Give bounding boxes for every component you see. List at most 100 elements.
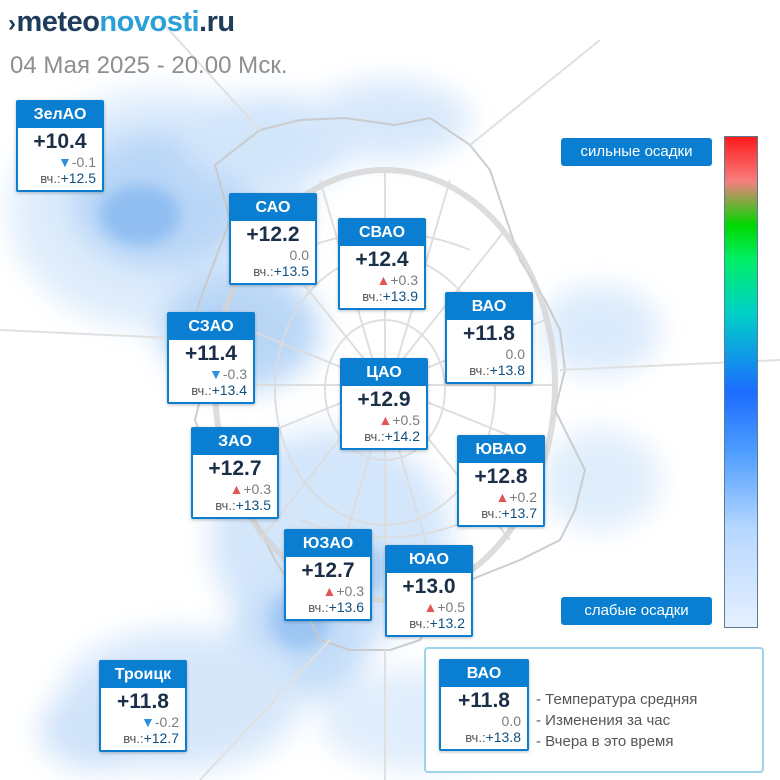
district-name: Троицк	[101, 662, 185, 688]
district-hourly-change: ▲+0.5	[342, 412, 426, 428]
district-name: ВАО	[447, 294, 531, 320]
district-change-value: +0.3	[390, 272, 418, 288]
district-change-value: +0.2	[509, 489, 537, 505]
district-name: ЦАО	[342, 360, 426, 386]
triangle-up-icon: ▲	[378, 412, 393, 428]
legend-item-yesterday: - Вчера в это время	[536, 733, 674, 750]
legend-item-change: - Изменения за час	[536, 712, 671, 729]
district-yesterday-value: +12.7	[143, 730, 179, 746]
district-yesterday-value: +13.9	[382, 288, 418, 304]
district-yesterday-label: вч.:	[191, 383, 212, 398]
district-name: ЮАО	[387, 547, 471, 573]
logo-part-novosti: novosti	[99, 6, 200, 38]
district-card-sao: САО +12.2 0.0 вч.:+13.5	[229, 193, 317, 285]
district-yesterday: вч.:+13.9	[340, 288, 424, 308]
district-change-value: +0.5	[437, 599, 465, 615]
district-change-value: +0.5	[392, 412, 420, 428]
site-logo[interactable]: ›meteonovosti.ru	[8, 6, 235, 39]
district-yesterday: вч.:+12.5	[18, 170, 102, 190]
district-temperature: +11.8	[117, 690, 169, 713]
district-change-value: -0.2	[154, 714, 179, 730]
district-temperature: +12.9	[357, 388, 411, 411]
district-yesterday: вч.:+14.2	[342, 428, 426, 448]
district-name: СЗАО	[169, 314, 253, 340]
district-hourly-change: ▼-0.2	[101, 714, 185, 730]
district-yesterday-label: вч.:	[40, 171, 61, 186]
logo-part-ru: .ru	[199, 6, 235, 38]
district-card-svao: СВАО +12.4 ▲+0.3 вч.:+13.9	[338, 218, 426, 310]
legend-sample-yesterday-label: вч.:	[465, 730, 486, 745]
district-yesterday-label: вч.:	[308, 600, 329, 615]
date-time-subtitle: 04 Мая 2025 - 20.00 Мск.	[10, 52, 288, 79]
district-yesterday: вч.:+13.7	[459, 505, 543, 525]
district-yesterday-value: +13.6	[328, 599, 364, 615]
district-temperature: +11.8	[463, 322, 515, 345]
district-card-zelao: ЗелАО +10.4 ▼-0.1 вч.:+12.5	[16, 100, 104, 192]
district-yesterday-value: +13.2	[429, 615, 465, 631]
district-yesterday: вч.:+13.6	[286, 599, 370, 619]
district-yesterday-label: вч.:	[123, 731, 144, 746]
district-temperature: +12.8	[474, 465, 528, 488]
district-change-value: -0.1	[71, 154, 96, 170]
district-card-vao: ВАО +11.8 0.0 вч.:+13.8	[445, 292, 533, 384]
district-name: ЗелАО	[18, 102, 102, 128]
district-yesterday-label: вч.:	[215, 498, 236, 513]
district-hourly-change: ▼-0.3	[169, 366, 253, 382]
district-hourly-change: ▲+0.3	[286, 583, 370, 599]
scale-top-label: сильные осадки	[561, 138, 712, 166]
district-temperature: +10.4	[33, 130, 87, 153]
precipitation-scale-bar	[724, 136, 758, 628]
district-yesterday-label: вч.:	[364, 429, 385, 444]
triangle-down-icon: ▼	[58, 154, 72, 170]
district-yesterday: вч.:+13.5	[193, 497, 277, 517]
district-yesterday-value: +13.4	[211, 382, 247, 398]
district-yesterday: вч.:+13.4	[169, 382, 253, 402]
triangle-up-icon: ▲	[322, 583, 337, 599]
district-card-yuzao: ЮЗАО +12.7 ▲+0.3 вч.:+13.6	[284, 529, 372, 621]
district-card-yuvao: ЮВАО +12.8 ▲+0.2 вч.:+13.7	[457, 435, 545, 527]
district-temperature: +11.4	[185, 342, 237, 365]
triangle-up-icon: ▲	[423, 599, 438, 615]
district-yesterday: вч.:+13.8	[447, 362, 531, 382]
district-name: ЗАО	[193, 429, 277, 455]
district-yesterday-label: вч.:	[362, 289, 383, 304]
district-card-troitsk: Троицк +11.8 ▼-0.2 вч.:+12.7	[99, 660, 187, 752]
district-name: СВАО	[340, 220, 424, 246]
district-temperature: +12.2	[246, 223, 300, 246]
district-yesterday-value: +12.5	[60, 170, 96, 186]
district-card-zao: ЗАО +12.7 ▲+0.3 вч.:+13.5	[191, 427, 279, 519]
district-yesterday-label: вч.:	[469, 363, 490, 378]
district-hourly-change: ▼-0.1	[18, 154, 102, 170]
district-temperature: +12.7	[208, 457, 262, 480]
district-yesterday-value: +14.2	[384, 428, 420, 444]
triangle-up-icon: ▲	[376, 272, 391, 288]
district-temperature: +13.0	[402, 575, 456, 598]
district-change-value: 0.0	[289, 247, 309, 263]
legend-sample-change: 0.0	[501, 713, 521, 729]
district-card-szao: СЗАО +11.4 ▼-0.3 вч.:+13.4	[167, 312, 255, 404]
district-name: ЮВАО	[459, 437, 543, 463]
district-hourly-change: 0.0	[447, 346, 531, 362]
scale-bottom-label: слабые осадки	[561, 597, 712, 625]
district-change-value: -0.3	[222, 366, 247, 382]
district-name: САО	[231, 195, 315, 221]
district-change-value: 0.0	[505, 346, 525, 362]
triangle-up-icon: ▲	[495, 489, 510, 505]
logo-part-meteo: meteo	[16, 6, 100, 38]
district-card-yuao: ЮАО +13.0 ▲+0.5 вч.:+13.2	[385, 545, 473, 637]
district-yesterday: вч.:+12.7	[101, 730, 185, 750]
district-hourly-change: ▲+0.2	[459, 489, 543, 505]
district-hourly-change: ▲+0.5	[387, 599, 471, 615]
district-yesterday-value: +13.5	[235, 497, 271, 513]
district-yesterday-value: +13.5	[273, 263, 309, 279]
legend-sample-yesterday: вч.:+13.8	[441, 729, 527, 749]
district-hourly-change: ▲+0.3	[340, 272, 424, 288]
triangle-down-icon: ▼	[141, 714, 155, 730]
legend-sample-yesterday-value: +13.8	[485, 729, 521, 745]
district-hourly-change: 0.0	[231, 247, 315, 263]
legend-sample-name: ВАО	[441, 661, 527, 687]
district-yesterday: вч.:+13.2	[387, 615, 471, 635]
district-yesterday: вч.:+13.5	[231, 263, 315, 283]
district-yesterday-value: +13.7	[501, 505, 537, 521]
district-card-cao: ЦАО +12.9 ▲+0.5 вч.:+14.2	[340, 358, 428, 450]
